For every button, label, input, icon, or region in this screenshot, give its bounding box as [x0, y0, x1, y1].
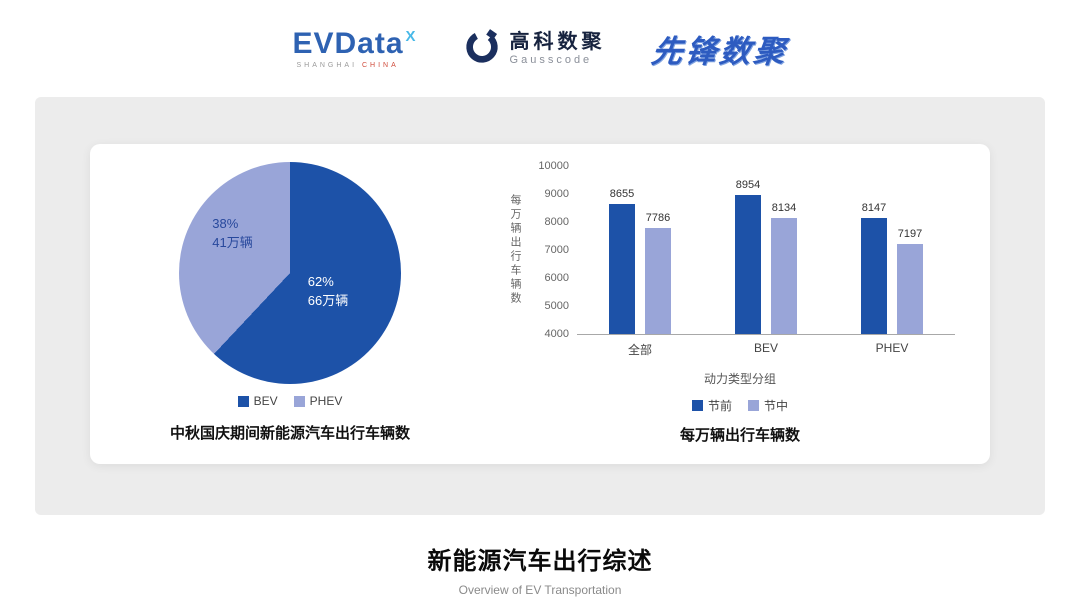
y-tick-label: 8000 [544, 216, 569, 228]
bar-chart: 每万辆出行车辆数 10000 9000 8000 7000 6000 5000 4000 全部… [505, 158, 975, 370]
y-tick-label: 6000 [544, 272, 569, 284]
bar-value-label: 8147 [861, 201, 887, 214]
bev-legend-swatch [237, 395, 249, 407]
bar-section: 每万辆出行车辆数 10000 9000 8000 7000 6000 5000 4000 全部… [490, 144, 990, 464]
gausscode-en: Gausscode [509, 54, 593, 66]
bev-amount: 66万辆 [307, 292, 349, 308]
y-tick-label: 9000 [544, 188, 569, 200]
bar-chart-title: 每万辆出行车辆数 [679, 427, 800, 444]
evdata-subtext-right: CHINA [361, 61, 399, 69]
bar-value-label: 7786 [645, 211, 671, 224]
gausscode-logo: 高科数聚 Gausscode [463, 27, 606, 70]
bar-节中-全部 [645, 227, 671, 334]
y-tick-label: 7000 [544, 244, 569, 256]
bar-legend-item-pre: 节前 [691, 397, 732, 414]
bev-legend-label: BEV [253, 394, 278, 408]
pie-chart-title: 中秋国庆期间新能源汽车出行车辆数 [169, 425, 410, 442]
bar-legend-item-mid: 节中 [748, 397, 788, 414]
pioneer-logo: 先锋数聚 [649, 34, 790, 69]
evdata-wordmark: EVData [292, 26, 404, 60]
pie-chart: 38% 41万辆 62% 66万辆 [179, 162, 401, 384]
phev-pct: 38% [212, 216, 239, 232]
gausscode-text: 高科数聚 Gausscode [510, 31, 606, 66]
bar-节中-PHEV [897, 244, 923, 334]
bar-节前-PHEV [861, 217, 887, 334]
evdata-x-mark: X [405, 27, 417, 45]
mid-legend-swatch [748, 400, 759, 411]
charts-panel: 38% 41万辆 62% 66万辆 BEV PHEV 中秋国庆期间新能源汽车 [35, 97, 1045, 515]
bar-value-label: 8134 [771, 202, 797, 215]
evdata-logo-text: EVData X [292, 26, 417, 60]
gausscode-cn: 高科数聚 [509, 31, 606, 53]
gausscode-icon [463, 27, 501, 70]
pre-legend-label: 节前 [707, 399, 732, 413]
bar-x-axis-label: 动力类型分组 [703, 372, 776, 386]
pie-label-phev: 38% 41万辆 [212, 215, 252, 253]
bar-value-label: 8655 [609, 187, 635, 200]
y-tick-label: 5000 [544, 300, 569, 312]
pie-legend-item-phev: PHEV [293, 394, 343, 408]
x-axis-line [577, 334, 955, 335]
charts-card: 38% 41万辆 62% 66万辆 BEV PHEV 中秋国庆期间新能源汽车 [90, 144, 990, 464]
mid-legend-label: 节中 [764, 399, 789, 413]
bar-节前-BEV [735, 195, 761, 334]
phev-legend-label: PHEV [309, 394, 343, 408]
page-title: 新能源汽车出行综述 [427, 548, 653, 575]
bar-value-label: 7197 [897, 228, 923, 241]
x-category-label: PHEV [875, 341, 909, 355]
pie-legend: BEV PHEV [237, 394, 343, 408]
bar-y-axis-label: 每万辆出行车辆数 [509, 194, 521, 306]
bar-节中-BEV [771, 218, 797, 334]
pie-legend-item-bev: BEV [237, 394, 278, 408]
pie-label-bev: 62% 66万辆 [308, 273, 348, 311]
y-tick-label: 10000 [538, 160, 569, 172]
evdata-logo: EVData X SHANGHAI CHINA [292, 26, 417, 69]
bar-value-label: 8954 [735, 179, 761, 192]
x-category-label: BEV [753, 341, 778, 355]
phev-amount: 41万辆 [212, 235, 253, 251]
footer: 新能源汽车出行综述 Overview of EV Transportation [0, 541, 1080, 597]
bev-pct: 62% [307, 274, 334, 289]
y-tick-label: 4000 [544, 328, 569, 340]
bar-节前-全部 [609, 203, 635, 334]
evdata-subtext: SHANGHAI CHINA [292, 62, 398, 69]
header: EVData X SHANGHAI CHINA 高科数聚 Gausscode 先锋… [0, 0, 1080, 97]
phev-legend-swatch [293, 395, 305, 407]
x-category-label: 全部 [627, 343, 652, 357]
pie-section: 38% 41万辆 62% 66万辆 BEV PHEV 中秋国庆期间新能源汽车 [90, 144, 490, 464]
page-subtitle: Overview of EV Transportation [458, 583, 622, 597]
bar-legend: 节前 节中 [691, 397, 788, 414]
evdata-subtext-left: SHANGHAI [296, 61, 358, 69]
pre-legend-swatch [691, 400, 703, 411]
